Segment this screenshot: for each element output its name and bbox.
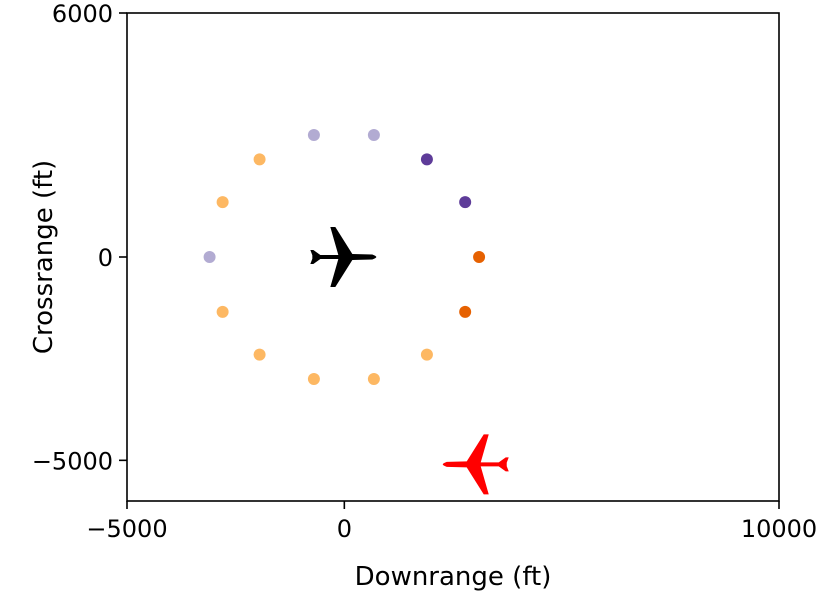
x-tick-label: 0 xyxy=(337,515,352,543)
y-tick-label: 6000 xyxy=(52,0,113,28)
aircraft-markers xyxy=(310,227,509,495)
x-tick-label: −5000 xyxy=(86,515,167,543)
airplane-icon xyxy=(442,434,509,495)
ownship-airplane-icon xyxy=(310,227,377,287)
scatter-point xyxy=(367,129,380,141)
axes-frame xyxy=(126,12,780,502)
scatter-point xyxy=(307,129,320,141)
data-points xyxy=(203,129,486,385)
scatter-point xyxy=(459,196,472,209)
scatter-point xyxy=(216,305,229,318)
y-axis-label: Crossrange (ft) xyxy=(29,160,59,354)
scatter-point xyxy=(216,196,229,209)
scatter-point xyxy=(459,305,472,318)
x-axis-ticks: −5000 0 10000 xyxy=(86,501,817,543)
scatter-point xyxy=(253,348,266,361)
y-tick-label: −5000 xyxy=(32,447,113,475)
scatter-point xyxy=(203,251,216,263)
airplane-icon xyxy=(310,227,377,287)
intruder-airplane-icon xyxy=(442,434,509,495)
scatter-point xyxy=(307,373,320,385)
scatter-point xyxy=(367,373,380,385)
scatter-point xyxy=(420,348,433,361)
scatter-point xyxy=(253,153,266,166)
x-axis-label: Downrange (ft) xyxy=(355,562,552,592)
y-axis-ticks: 6000 0 −5000 xyxy=(32,0,127,475)
scatter-point xyxy=(473,251,486,263)
y-tick-label: 0 xyxy=(98,244,113,272)
x-tick-label: 10000 xyxy=(741,515,817,543)
scatter-point xyxy=(420,153,433,166)
